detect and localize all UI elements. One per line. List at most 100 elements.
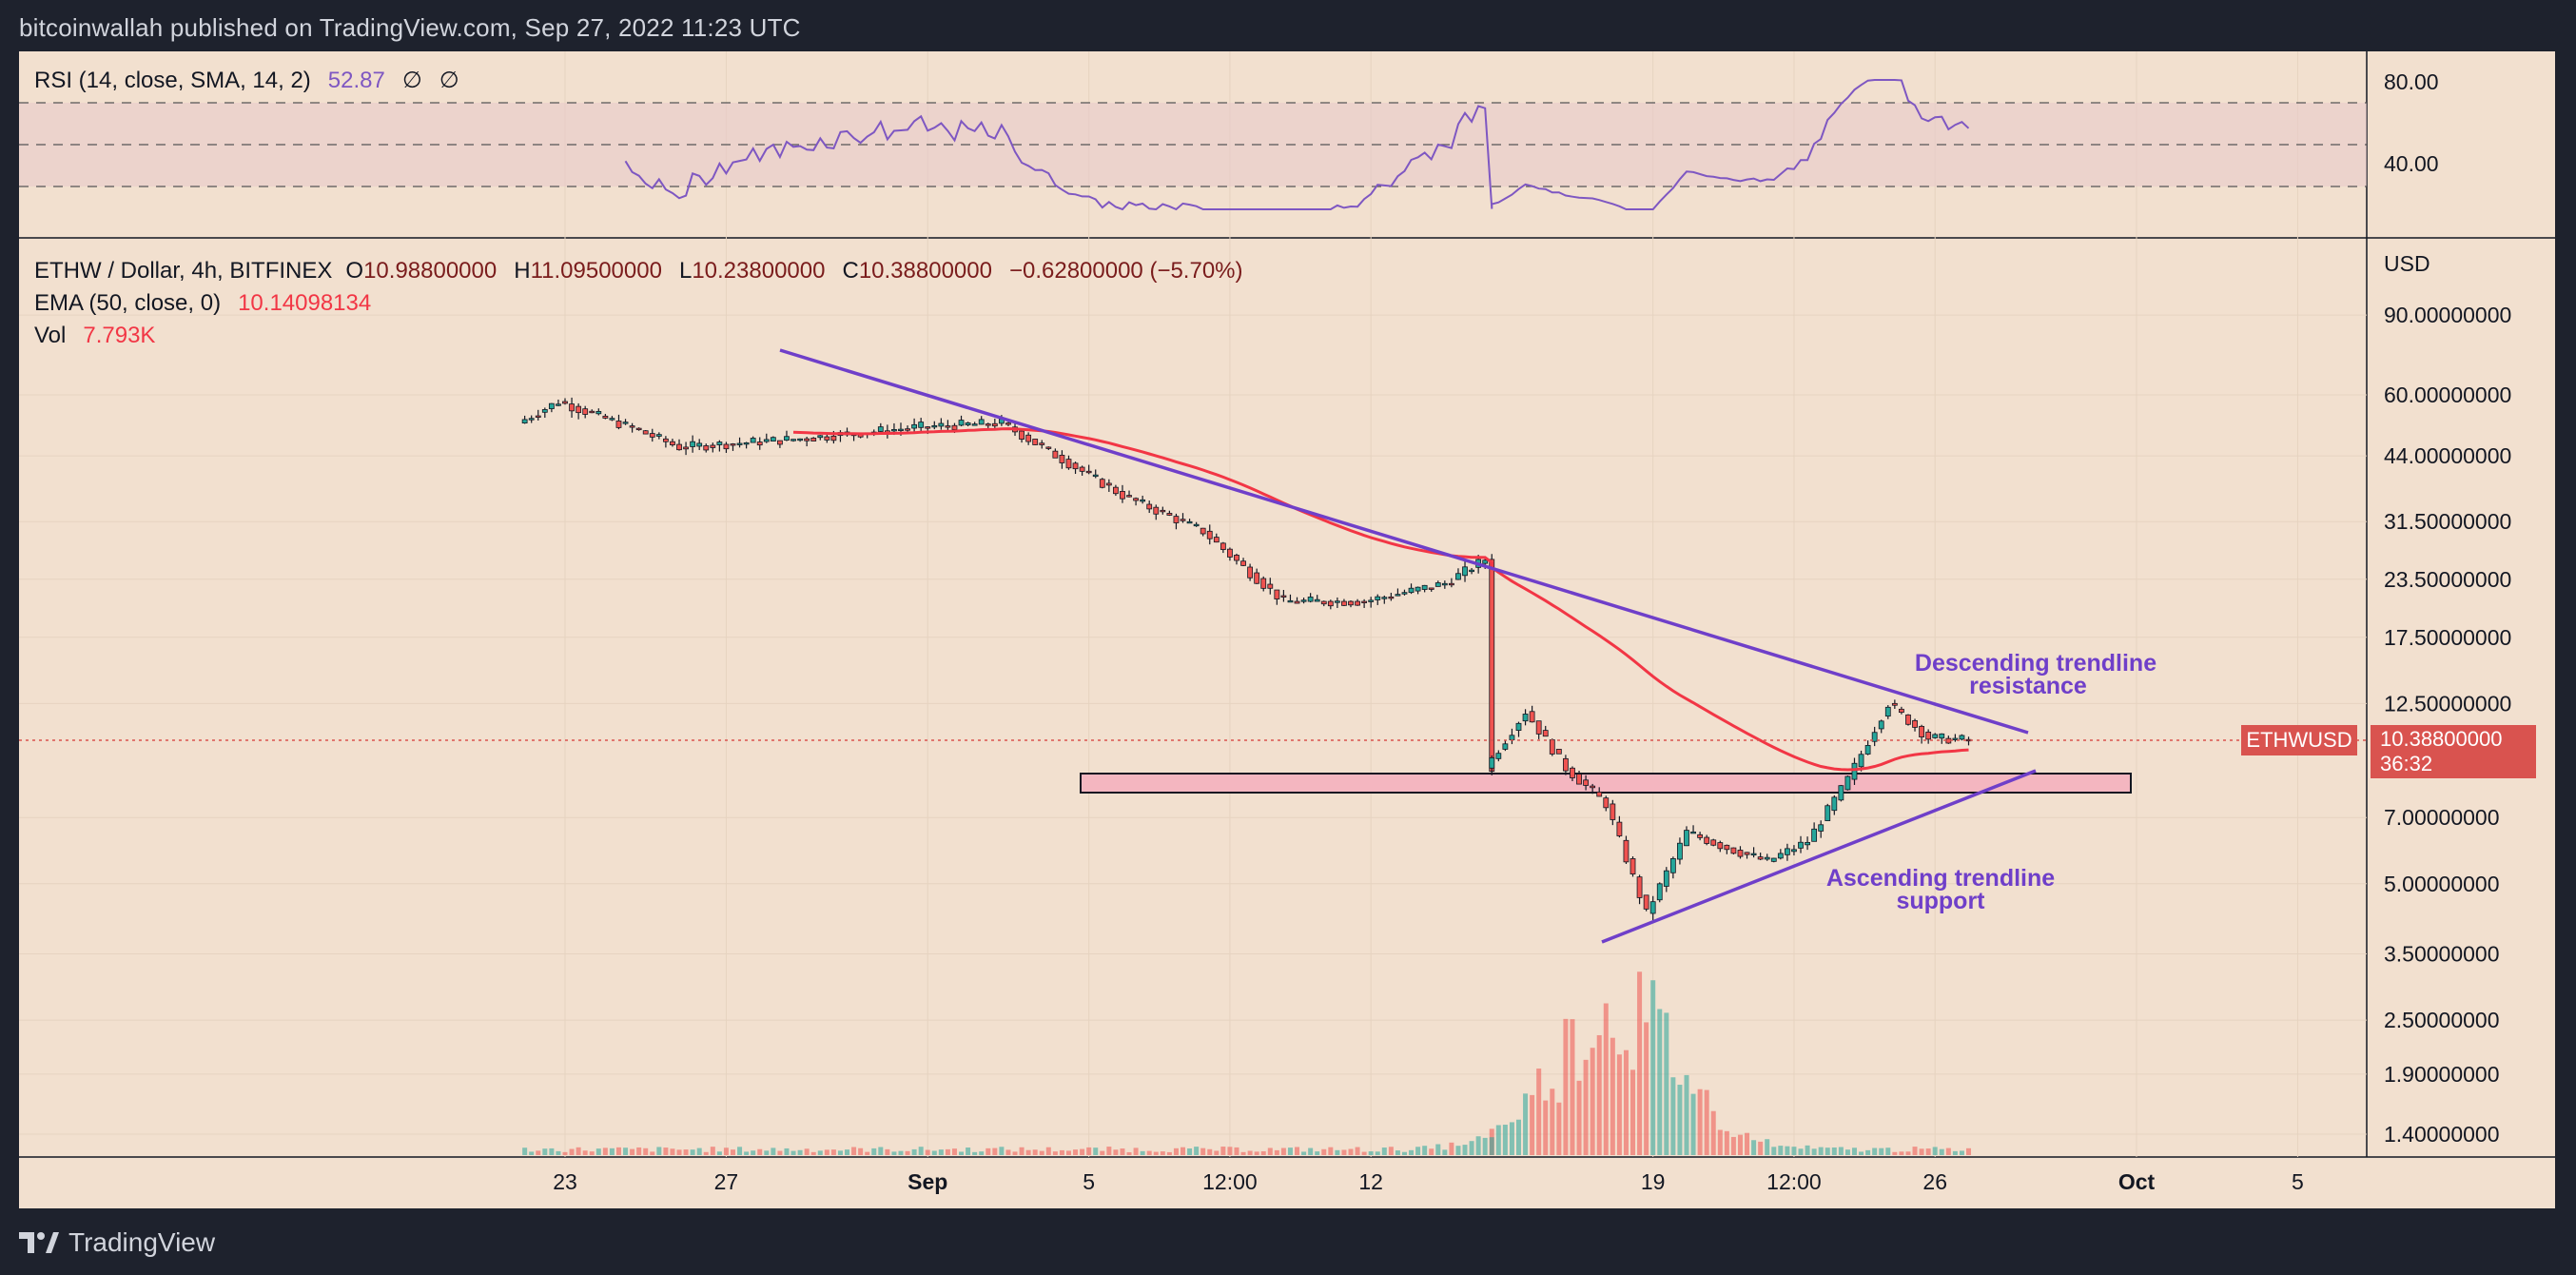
volume-bar	[1563, 1018, 1569, 1155]
volume-bar	[1717, 1129, 1723, 1155]
volume-bar	[1100, 1150, 1105, 1155]
price-axis-label: 60.00000000	[2384, 382, 2511, 407]
ascending-trendline	[1601, 769, 2037, 944]
volume-bar	[1012, 1151, 1018, 1155]
time-axis-label: 12	[1358, 1169, 1383, 1194]
volume-bar	[878, 1147, 884, 1155]
volume-bar	[966, 1148, 971, 1155]
candle	[1838, 784, 1844, 802]
volume-bar	[1758, 1141, 1764, 1155]
candle	[804, 437, 810, 447]
volume-bar	[1576, 1080, 1582, 1155]
candle	[1636, 874, 1643, 905]
candle	[1120, 484, 1125, 503]
candle	[1126, 490, 1132, 498]
volume-bar	[1730, 1136, 1736, 1155]
volume-bar	[1724, 1130, 1729, 1155]
candle	[1355, 598, 1360, 606]
candle	[1805, 836, 1810, 851]
volume-bar	[562, 1151, 568, 1155]
price-tag-price: 10.38800000	[2380, 727, 2503, 751]
candle	[1616, 815, 1623, 838]
volume-bar	[696, 1148, 702, 1155]
volume-bar	[1375, 1151, 1380, 1155]
candle	[1529, 705, 1535, 723]
volume-bar	[1550, 1089, 1555, 1155]
footer[interactable]: TradingView	[19, 1226, 215, 1260]
candle	[1220, 541, 1226, 554]
candle	[1878, 719, 1884, 734]
candle	[1200, 527, 1206, 537]
candle	[562, 398, 568, 405]
candle	[548, 402, 555, 413]
candles	[521, 397, 1972, 921]
candle	[602, 413, 609, 420]
candle	[1234, 553, 1239, 565]
candle	[1899, 706, 1904, 715]
volume-bar	[751, 1150, 756, 1155]
rsi-legend[interactable]: RSI (14, close, SMA, 14, 2) 52.87 ∅ ∅	[34, 67, 477, 94]
volume-bar	[1401, 1151, 1407, 1155]
candle	[1495, 750, 1502, 762]
candle	[1596, 787, 1603, 797]
candle	[1361, 598, 1368, 608]
volume-bar	[1429, 1148, 1434, 1155]
volume-bar	[1650, 980, 1656, 1155]
volume-bar	[690, 1149, 695, 1155]
candle	[1744, 852, 1750, 859]
vol-legend[interactable]: Vol 7.793K	[34, 323, 172, 349]
volume-bar	[959, 1151, 965, 1155]
candle	[1240, 558, 1246, 567]
volume-bar	[1173, 1148, 1179, 1155]
volume-bar	[602, 1148, 608, 1155]
time-axis-label: 12:00	[1766, 1169, 1822, 1194]
tradingview-brand: TradingView	[68, 1227, 216, 1257]
volume-bar	[1227, 1147, 1233, 1155]
volume-bar	[945, 1148, 950, 1155]
volume-bar	[1005, 1149, 1011, 1155]
vol-legend-label: Vol	[34, 323, 67, 348]
volume-bar	[643, 1148, 649, 1155]
volume-bar	[1120, 1148, 1125, 1155]
candle	[1570, 766, 1575, 781]
volume-bar	[1690, 1093, 1696, 1155]
main-legend[interactable]: ETHW / Dollar, 4h, BITFINEX O10.98800000 H…	[34, 258, 1260, 284]
volume-bar	[1254, 1151, 1259, 1155]
volume-bar	[1280, 1148, 1286, 1155]
volume-bar	[1415, 1147, 1421, 1155]
volume-bar	[536, 1150, 541, 1155]
candle	[1891, 699, 1898, 710]
candle	[1045, 446, 1052, 451]
volume-bar	[992, 1148, 998, 1155]
volume-bar	[1039, 1150, 1044, 1155]
candle	[1300, 598, 1307, 604]
volume-bar	[1160, 1151, 1165, 1155]
volume-bar	[1899, 1151, 1904, 1155]
volume-bar	[609, 1148, 615, 1155]
resistance-annotation-line1: Descending trendline	[1915, 650, 2156, 677]
volume-bar	[931, 1150, 937, 1155]
volume-bar	[1475, 1136, 1481, 1155]
volume-bar	[1590, 1048, 1595, 1155]
candle	[716, 440, 723, 452]
candle	[1690, 825, 1696, 834]
volume-bar	[1086, 1147, 1092, 1155]
candle	[1260, 576, 1267, 592]
candle	[1469, 568, 1474, 575]
candle	[1113, 484, 1119, 497]
volume-bar	[1844, 1149, 1850, 1155]
symbol-label: ETHW / Dollar, 4h, BITFINEX	[34, 258, 333, 284]
volume-bar	[1677, 1085, 1683, 1155]
volume-bar	[1435, 1144, 1441, 1155]
candle	[837, 430, 844, 442]
support-zone	[1080, 773, 2132, 794]
candle	[965, 422, 971, 427]
volume-bar	[871, 1148, 877, 1155]
volume-bar	[1515, 1119, 1521, 1155]
candle	[958, 415, 965, 427]
price-axis-label: 3.50000000	[2384, 942, 2500, 967]
volume-bar	[549, 1148, 555, 1155]
candle	[1388, 592, 1395, 601]
ema-legend[interactable]: EMA (50, close, 0) 10.14098134	[34, 290, 388, 317]
